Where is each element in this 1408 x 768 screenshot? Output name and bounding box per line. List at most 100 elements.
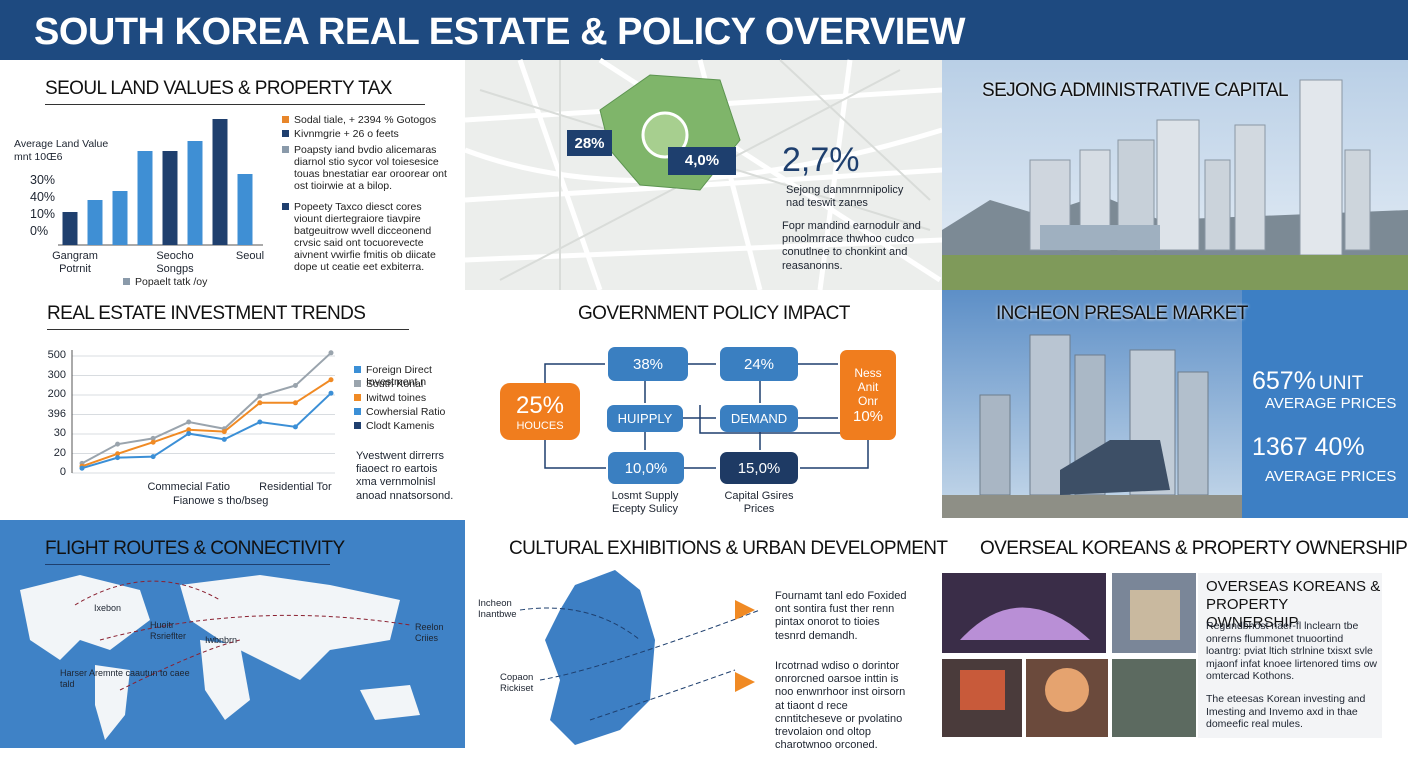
legend-label: Sodal tiale, + 2394 % Gotogos — [294, 114, 437, 126]
legend-item: Sodal tiale, + 2394 % Gotogos — [282, 114, 452, 126]
map-label: Huoitr Rsrieflter — [150, 620, 187, 641]
map-label: Copaon Rickiset — [500, 672, 534, 695]
node-label: HOUCES — [516, 419, 564, 432]
point — [115, 455, 121, 461]
x-tick-label: Seoul — [235, 250, 265, 262]
point — [150, 439, 156, 445]
korea-map — [519, 570, 761, 745]
legend-label: Kivnmgrie + 26 o feets — [294, 128, 399, 140]
x-tick-label: Gangram Potrnit — [52, 250, 98, 276]
point — [150, 435, 156, 441]
paragraph: Ircotrnad wdiso o dorintor onrorcned oar… — [775, 660, 906, 752]
bar — [112, 191, 128, 245]
legend-label: South Konal — [366, 378, 424, 390]
flow-node: 24% — [720, 347, 798, 381]
y-tick-label: 30% — [30, 173, 56, 187]
stat-label: AVERAGE PRICES — [1265, 468, 1397, 485]
legend-item: Iwitwd toines — [354, 392, 454, 404]
bar — [187, 141, 203, 245]
world-map — [0, 520, 465, 748]
legend-item: Foreign Direct Investment n — [354, 364, 454, 388]
point — [292, 424, 298, 430]
stat-value: 1367 40% — [1252, 433, 1365, 461]
legend-item: South Konal — [354, 378, 454, 390]
caption: Losmt Supply Ecepty Sulicy — [611, 490, 679, 516]
legend-swatch — [354, 366, 361, 373]
legend-label: Cowhersial Ratio — [366, 406, 446, 418]
node-value: 25% — [515, 391, 565, 419]
big-stat: 2,7% — [782, 141, 860, 179]
point — [257, 419, 263, 425]
panel-title: GOVERNMENT POLICY IMPACT — [578, 303, 850, 324]
panel-title: REAL ESTATE INVESTMENT TRENDS — [47, 303, 409, 330]
legend-label: Clodt Kamenis — [366, 420, 435, 432]
badge: 28% — [574, 135, 605, 152]
legend-swatch — [123, 278, 130, 285]
axis-label: Average Land Value mnt 10Œ6 — [14, 138, 109, 163]
point — [115, 441, 121, 447]
stat-value: 657% — [1252, 367, 1316, 395]
legend-item: Cowhersial Ratio — [354, 406, 454, 418]
legend-swatch — [282, 203, 289, 210]
stat-label: AVERAGE PRICES — [1265, 395, 1397, 412]
y-tick-label: 0% — [30, 224, 49, 238]
flow-node: 38% — [608, 347, 688, 381]
badge: 4,0% — [684, 152, 720, 169]
point — [328, 350, 334, 356]
point — [186, 427, 192, 433]
paragraph: Fopr mandind earnodulr and pnoolmrrace t… — [782, 220, 921, 272]
flow-node: Ness Anit Onr 10% — [840, 350, 896, 440]
y-tick-label: 10% — [30, 207, 56, 221]
map-label: Incheon Inantbwe — [478, 598, 517, 621]
legend-swatch — [354, 394, 361, 401]
paragraph: The eteesas Korean investing and Imestin… — [1206, 693, 1366, 731]
legend-swatch — [282, 146, 289, 153]
legend-swatch — [354, 380, 361, 387]
point — [79, 465, 85, 471]
header-bar — [0, 0, 1408, 60]
legend-item: Poapsty iand bvdio alicemaras diarnol st… — [282, 144, 452, 192]
legend-label: Popaelt tatk /oy — [135, 276, 208, 288]
point — [257, 393, 263, 399]
flow-node: 10,0% — [608, 452, 684, 484]
y-tick-label: 200 — [47, 388, 66, 400]
y-tick-label: 300 — [47, 368, 66, 381]
bar — [212, 119, 228, 245]
legend-swatch — [354, 408, 361, 415]
point — [221, 436, 227, 442]
y-tick-label: 0 — [59, 466, 66, 478]
flow-node: 25% HOUCES — [500, 383, 580, 440]
legend-swatch — [282, 130, 289, 137]
legend-label: Popeety Taxco diesct cores viount dierte… — [294, 201, 436, 274]
flow-node: HUIPPLY — [607, 405, 683, 432]
point — [328, 377, 334, 383]
panel-title: INCHEON PRESALE MARKET — [996, 303, 1248, 324]
legend-label: Poapsty iand bvdio alicemaras diarnol st… — [294, 144, 447, 193]
line — [81, 352, 332, 465]
x-subtitle: Fianowe s tho/bseg — [173, 495, 269, 507]
x-tick-label: Commecial Fatio — [147, 481, 230, 493]
panel-title: CULTURAL EXHIBITIONS & URBAN DEVELOPMENT — [509, 538, 948, 559]
panel-title: SEJONG ADMINISTRATIVE CAPITAL — [982, 80, 1289, 101]
caption: Sejong danmnrnnipolicy nad teswit zanes — [786, 184, 904, 210]
annotation: Yvestwent dirrerrs fiaoect ro eartois xm… — [356, 450, 454, 502]
bar — [87, 200, 103, 245]
node-label: Ness Anit Onr — [854, 365, 882, 408]
bar — [62, 212, 78, 245]
y-tick-label: 396 — [47, 407, 66, 420]
bar — [237, 174, 253, 245]
point — [186, 431, 192, 437]
point — [150, 454, 156, 460]
subtitle: OVERSEAS KOREANS & PROPERTY OWNERSHIP — [1206, 578, 1381, 631]
map-label: Harser Aremnte caautun to caee tald — [60, 668, 190, 689]
legend-swatch — [354, 422, 361, 429]
point — [257, 400, 263, 406]
panel-title: SEOUL LAND VALUES & PROPERTY TAX — [45, 78, 425, 105]
caption: Capital Gsires Prices — [724, 490, 794, 516]
point — [328, 390, 334, 396]
y-tick-label: 30 — [53, 427, 66, 439]
legend-label: Iwitwd toines — [366, 392, 427, 404]
point — [186, 419, 192, 425]
